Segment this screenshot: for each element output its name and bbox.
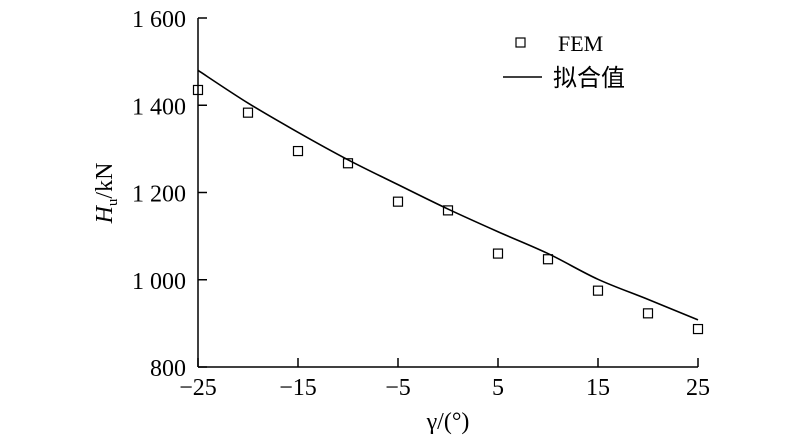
fit-curve-group xyxy=(197,69,699,321)
x-axis-label: γ/(°) xyxy=(426,409,470,435)
y-axis-label-subscript: u xyxy=(105,198,121,206)
x-axis-ticks: −25 −15 −5 5 15 25 xyxy=(179,358,710,401)
y-axis-label-unit: /kN xyxy=(92,163,118,199)
y-axis-ticks: 800 1 000 1 200 1 400 1 600 xyxy=(132,7,207,382)
x-tick-label: −15 xyxy=(279,375,317,401)
legend-fit-label: 拟合值 xyxy=(553,65,625,92)
y-tick-label: 1 600 xyxy=(132,7,186,33)
fem-point xyxy=(492,248,504,259)
fem-point xyxy=(442,205,454,216)
y-tick-label: 800 xyxy=(150,356,186,382)
y-axis-label: Hu/kN xyxy=(92,163,121,225)
fem-point xyxy=(342,158,354,169)
y-axis-label-symbol: H xyxy=(92,204,118,224)
legend-fem-label: FEM xyxy=(558,31,603,56)
fem-point xyxy=(242,107,254,118)
x-tick-label: −25 xyxy=(179,375,217,401)
y-tick-label: 1 000 xyxy=(132,269,186,295)
x-tick-label: 15 xyxy=(586,375,610,401)
fem-point xyxy=(592,285,604,296)
fem-points xyxy=(192,84,704,335)
x-tick-label: 5 xyxy=(492,375,504,401)
fem-point xyxy=(542,254,554,265)
fem-point xyxy=(392,196,404,207)
fem-point xyxy=(692,323,704,335)
x-tick-label: −5 xyxy=(385,375,411,401)
legend-fem-marker xyxy=(515,37,526,48)
legend: FEM 拟合值 xyxy=(503,31,625,92)
fem-point xyxy=(292,145,304,157)
fem-point xyxy=(192,84,204,96)
x-tick-label: 25 xyxy=(686,375,710,401)
y-tick-label: 1 200 xyxy=(132,182,186,208)
fit-curve xyxy=(197,69,699,321)
y-tick-label: 1 400 xyxy=(132,94,186,120)
fem-point xyxy=(642,308,654,319)
